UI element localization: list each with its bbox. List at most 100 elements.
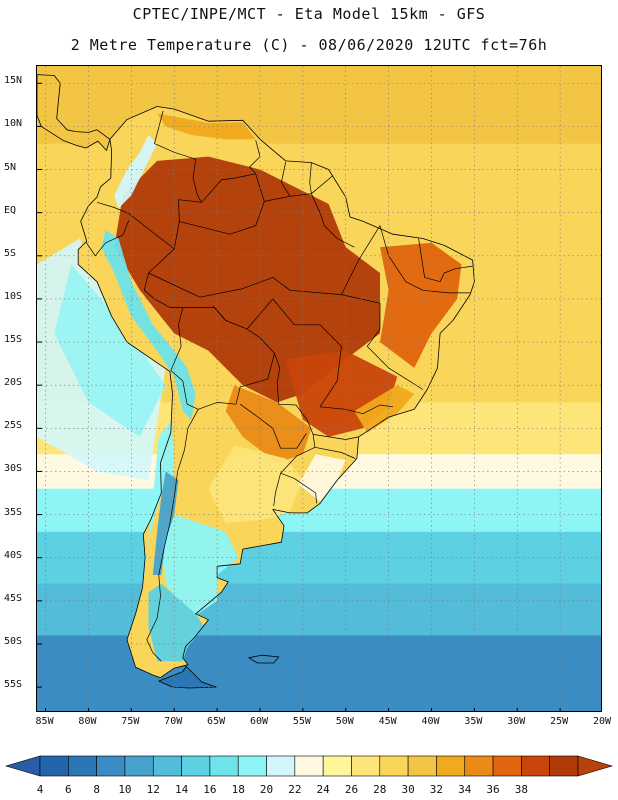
border-argentina-paraguay [239,403,307,449]
latitude-label: 40S [4,549,23,561]
zone-mild-pampas [208,445,303,524]
colorbar-tick-label: 14 [174,783,189,796]
border-chile-argentina [146,409,199,662]
colorbar-tick-label: 34 [458,783,472,796]
latitude-label: 50S [4,635,23,647]
colorbar-tick-label: 24 [316,783,330,796]
longitude-label: 65W [207,716,226,727]
longitude-label: 55W [292,716,311,727]
colorbar-tick-label: 18 [231,783,245,796]
colorbar-bin [322,755,352,777]
colorbar-bin [351,755,381,777]
latitude-label: 10N [4,118,23,130]
land-falkland-islands [248,655,279,663]
colorbar-tick-label: 10 [118,783,132,796]
colorbar-tick-label: 32 [429,783,444,796]
latitude-label: 5N [4,161,17,173]
colorbar-bin [237,755,267,777]
longitude-label: 50W [335,716,354,727]
colorbar-bin [209,755,239,777]
zone-warm-chaco [225,385,312,463]
country-borders [37,74,475,689]
zone-warm-southeast-brazil [354,385,415,433]
longitude-label: 40W [421,716,440,727]
map-title: CPTEC/INPE/MCT - Eta Model 15km - GFS [132,5,486,23]
colorbar-tick-label: 16 [203,783,217,796]
border-state-8 [319,404,393,415]
longitude-label: 85W [35,716,54,727]
latitude-label: 20S [4,377,23,389]
longitude-label: 70W [164,716,183,727]
border-state-1 [148,225,381,298]
colorbar-tick-label: 30 [401,783,415,796]
zone-cool-patagonia [161,514,239,619]
coastline-south-america [77,106,475,678]
colorbar-bin [68,755,97,777]
colorbar-tick-label: 8 [93,783,100,796]
latitude-label: 55S [4,679,23,691]
coastline-falkland-islands [248,654,280,664]
map-subtitle: 2 Metre Temperature (C) - 08/06/2020 12U… [70,36,548,54]
colorbar-bin [152,755,182,777]
colorbar-tick-label: 28 [373,783,387,796]
colorbar-bin [39,755,69,777]
colorbar-overflow-arrow [577,755,614,777]
longitude-label: 60W [249,716,268,727]
lat-lon-gridlines [37,66,601,711]
border-colombia-ecuador-peru [96,201,175,250]
colorbar-bin [407,755,437,777]
colorbar-bin [521,755,550,777]
colorbar-bin [549,755,579,777]
border-state-7 [314,446,356,459]
border-ecuador-peru [85,220,130,257]
colorbar-bin [294,755,324,777]
colorbar-tick-label: 20 [259,783,274,796]
border-state-2 [246,298,342,407]
colorbar-tick-label: 12 [146,783,160,796]
border-state-11 [311,193,355,248]
temperature-map[interactable] [36,65,602,712]
border-state-10 [178,201,265,235]
zone-cool-colombia-andes [114,135,158,209]
border-state-3 [341,294,424,390]
colorbar-tick-label: 36 [486,783,500,796]
colorbar-bin [266,755,296,777]
color-scale-bar [4,755,614,777]
border-suriname-fguiana [309,162,312,194]
ocean-band [37,531,601,585]
colorbar-tick-label: 22 [288,783,302,796]
border-guianas [249,140,261,175]
longitude-label: 25W [550,716,569,727]
longitude-label: 80W [78,716,97,727]
latitude-label: 25S [4,420,23,432]
pacific-cool-core [54,264,166,437]
latitude-label: EQ [4,204,17,216]
longitude-label: 45W [378,716,397,727]
border-venezuela-colombia [154,110,202,203]
colorbar-bin [181,755,211,777]
longitude-label: 20W [592,716,612,727]
colorbar-bin [124,755,154,777]
border-state-5 [418,238,473,283]
map-canvas [37,66,601,711]
colorbar-underflow-arrow [4,755,41,777]
border-peru-bolivia-chile [170,307,275,410]
longitude-label: 35W [464,716,483,727]
zone-cold-andes-south [152,471,179,575]
latitude-label: 15S [4,334,23,346]
zone-cool-chile-coast [138,419,175,610]
border-state-9 [212,305,226,321]
colorbar-tick-label: 38 [514,783,528,796]
zone-warm-venezuela-coast [157,113,256,140]
colorbar-bin [436,755,466,777]
border-argentina-uruguay [273,473,281,507]
colorbar-bin [96,755,126,777]
colorbar-bin [379,755,409,777]
ocean-band [37,583,601,636]
border-state-4 [379,225,471,294]
colorbar-bin [464,755,494,777]
latitude-label: 10S [4,290,23,302]
latitude-label: 15N [4,75,23,87]
land-temperature-field [37,74,475,688]
